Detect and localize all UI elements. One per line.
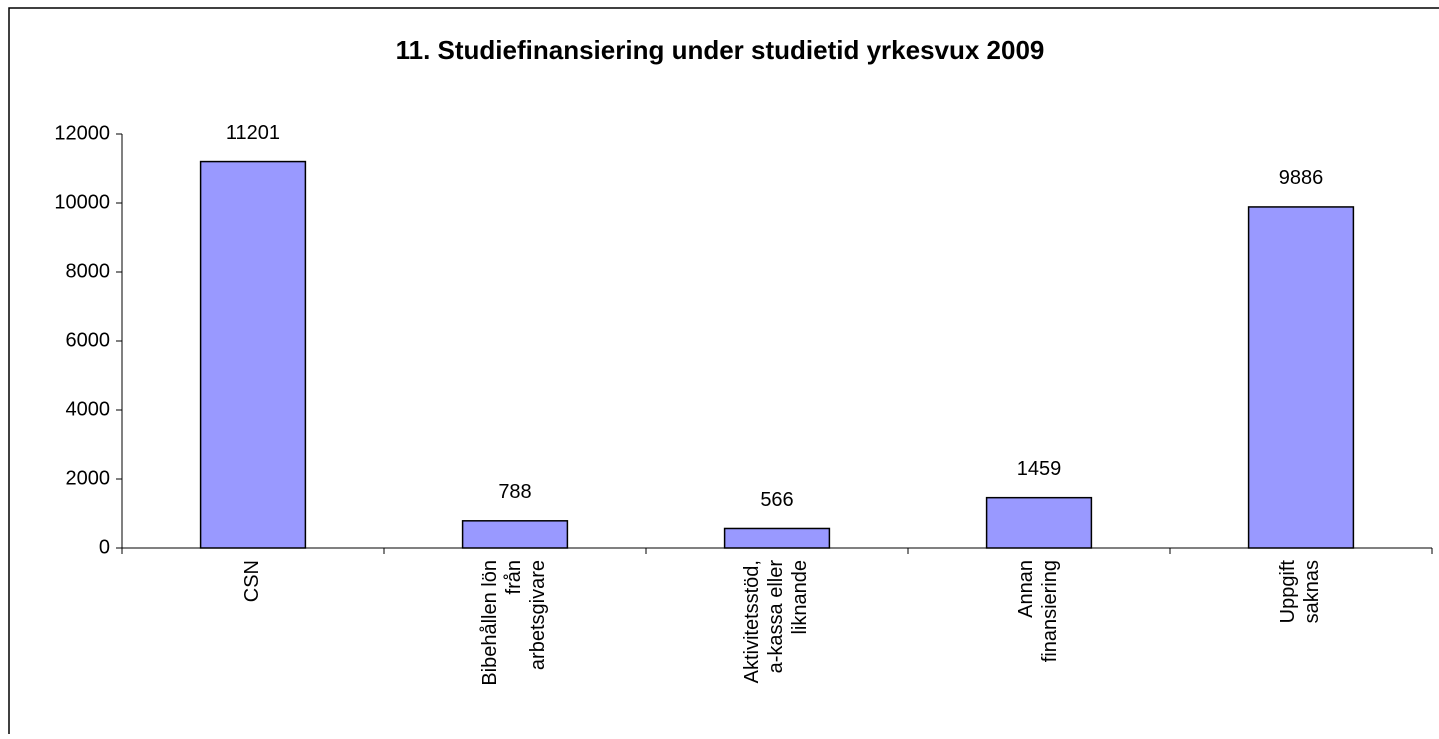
x-tick-label-group: Uppgift saknas xyxy=(1277,560,1323,624)
y-tick-label: 10000 xyxy=(54,191,110,213)
bar xyxy=(199,160,307,549)
data-label: 788 xyxy=(498,481,531,503)
x-tick-label-group: Bibehållen lön från arbetsgivare xyxy=(479,560,549,686)
bar xyxy=(723,527,831,549)
x-tick-label: Aktivitetsstöd, a-kassa eller liknande xyxy=(741,560,811,684)
x-tick-label-group: Annan finansiering xyxy=(1015,560,1061,662)
y-tick-label: 2000 xyxy=(66,467,111,489)
y-tick-label: 12000 xyxy=(54,122,110,144)
bar xyxy=(1247,206,1355,549)
data-label: 9886 xyxy=(1279,167,1324,189)
bar xyxy=(985,496,1093,549)
bar xyxy=(461,520,569,549)
x-tick-label: CSN xyxy=(241,560,263,602)
x-tick-label-group: Aktivitetsstöd, a-kassa eller liknande xyxy=(741,560,811,684)
x-tick-label: Annan finansiering xyxy=(1015,560,1061,662)
x-tick-label: Uppgift saknas xyxy=(1277,560,1323,624)
x-tick-label-group: CSN xyxy=(241,560,263,602)
x-tick-label: Bibehållen lön från arbetsgivare xyxy=(479,560,549,686)
y-tick-label: 8000 xyxy=(66,260,111,282)
data-label: 566 xyxy=(760,489,793,511)
data-label: 1459 xyxy=(1017,458,1062,480)
data-label: 11201 xyxy=(226,122,280,144)
y-tick-label: 6000 xyxy=(66,329,111,351)
y-tick-label: 0 xyxy=(99,536,110,558)
y-tick-label: 4000 xyxy=(66,398,111,420)
chart-title: 11. Studiefinansiering under studietid y… xyxy=(396,35,1045,65)
